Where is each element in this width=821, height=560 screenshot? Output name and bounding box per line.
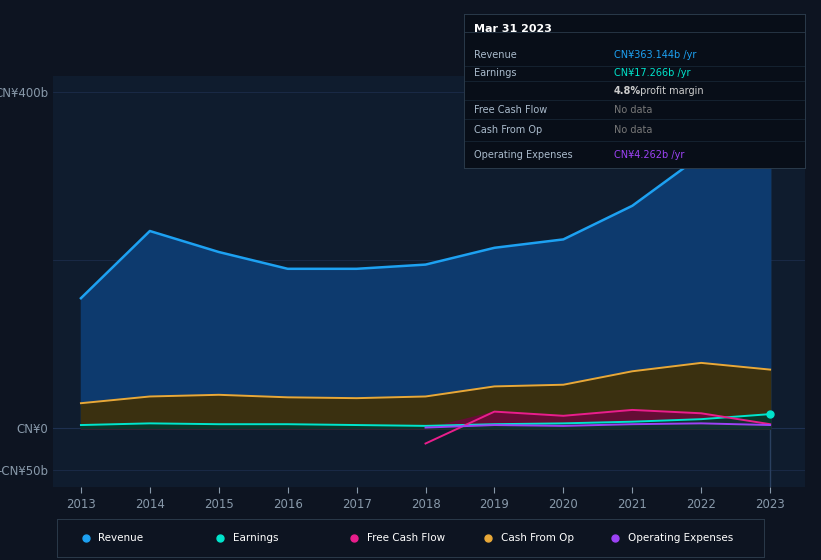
Text: No data: No data — [614, 105, 652, 115]
Text: Revenue: Revenue — [474, 50, 517, 60]
Text: Mar 31 2023: Mar 31 2023 — [474, 24, 552, 34]
Text: No data: No data — [614, 125, 652, 136]
Text: Cash From Op: Cash From Op — [501, 533, 574, 543]
Text: Operating Expenses: Operating Expenses — [628, 533, 733, 543]
Text: Operating Expenses: Operating Expenses — [474, 150, 573, 160]
Text: 4.8%: 4.8% — [614, 86, 641, 96]
Text: Revenue: Revenue — [99, 533, 144, 543]
Text: CN¥17.266b /yr: CN¥17.266b /yr — [614, 68, 690, 78]
Text: Free Cash Flow: Free Cash Flow — [474, 105, 548, 115]
Text: Earnings: Earnings — [232, 533, 278, 543]
Text: CN¥363.144b /yr: CN¥363.144b /yr — [614, 50, 696, 60]
Text: Free Cash Flow: Free Cash Flow — [367, 533, 445, 543]
Text: CN¥4.262b /yr: CN¥4.262b /yr — [614, 150, 684, 160]
Text: Cash From Op: Cash From Op — [474, 125, 543, 136]
Text: profit margin: profit margin — [637, 86, 704, 96]
Text: Earnings: Earnings — [474, 68, 516, 78]
